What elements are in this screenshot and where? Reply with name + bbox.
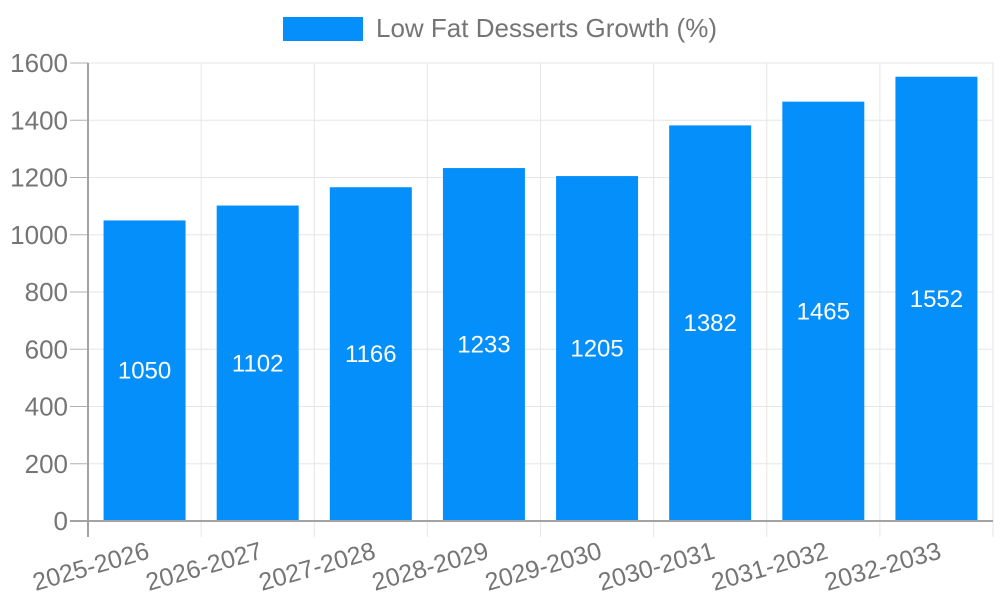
y-tick-label: 1000 — [10, 220, 68, 250]
bar-value-label: 1166 — [345, 341, 397, 368]
bar-value-label: 1233 — [457, 332, 510, 359]
bar-value-label: 1102 — [232, 350, 284, 377]
x-tick-label: 2029-2030 — [482, 537, 605, 597]
x-tick-label: 2028-2029 — [369, 537, 492, 597]
legend: Low Fat Desserts Growth (%) — [0, 13, 1000, 44]
legend-label: Low Fat Desserts Growth (%) — [376, 13, 717, 43]
bar-value-label: 1050 — [118, 358, 171, 385]
bar-value-label: 1382 — [683, 310, 736, 337]
bar[interactable] — [103, 220, 186, 521]
y-tick-label: 200 — [25, 449, 68, 479]
bar-value-label: 1465 — [797, 298, 850, 325]
bar[interactable] — [329, 187, 412, 522]
x-tick-label: 2025-2026 — [30, 537, 153, 597]
x-tick-label: 2030-2031 — [595, 537, 718, 597]
bar[interactable] — [782, 101, 865, 522]
bar-value-label: 1205 — [570, 336, 623, 363]
y-tick-label: 1600 — [10, 48, 68, 78]
x-tick-label: 2026-2027 — [143, 537, 266, 597]
y-tick-label: 600 — [25, 334, 68, 364]
x-tick-label: 2031-2032 — [708, 537, 831, 597]
y-tick-label: 800 — [25, 277, 68, 307]
x-tick-label: 2032-2033 — [821, 537, 944, 597]
y-tick-label: 0 — [54, 506, 68, 536]
y-tick-label: 1200 — [10, 163, 68, 193]
bar[interactable] — [442, 168, 525, 521]
y-tick-label: 400 — [25, 392, 68, 422]
legend-swatch-icon — [283, 16, 363, 41]
bar[interactable] — [895, 76, 978, 522]
x-tick-label: 2027-2028 — [256, 537, 379, 597]
bar-value-label: 1552 — [910, 286, 963, 313]
legend-item[interactable]: Low Fat Desserts Growth (%) — [283, 13, 717, 44]
y-tick-label: 1400 — [10, 105, 68, 135]
bar[interactable] — [216, 205, 299, 522]
bar[interactable] — [669, 125, 752, 521]
bar[interactable] — [556, 176, 639, 521]
